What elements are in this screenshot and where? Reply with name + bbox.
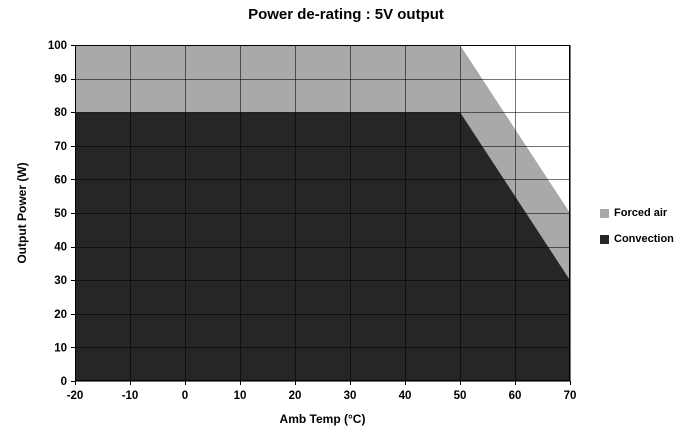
svg-text:70: 70 (54, 141, 67, 153)
legend-swatch-convection-icon (600, 234, 609, 244)
svg-text:100: 100 (48, 40, 67, 52)
svg-text:10: 10 (54, 342, 67, 354)
chart-title: Power de-rating : 5V output (248, 6, 444, 23)
svg-text:30: 30 (344, 390, 357, 402)
svg-text:50: 50 (54, 208, 67, 220)
chart-legend: Forced air Convection (600, 207, 674, 245)
legend-label-forced-air: Forced air (614, 207, 668, 219)
axis-tick-labels: -20 -10 0 10 20 30 40 50 60 70 0 10 20 30 40 50 60 70 80 90… (48, 40, 577, 402)
svg-text:30: 30 (54, 275, 67, 287)
svg-text:10: 10 (234, 390, 247, 402)
svg-text:90: 90 (54, 74, 67, 86)
svg-text:-20: -20 (67, 390, 84, 402)
svg-text:20: 20 (289, 390, 302, 402)
svg-text:70: 70 (564, 390, 577, 402)
svg-text:-10: -10 (122, 390, 139, 402)
legend-item-convection: Convection (600, 233, 674, 245)
legend-label-convection: Convection (614, 233, 674, 245)
svg-text:40: 40 (54, 242, 67, 254)
svg-text:40: 40 (399, 390, 412, 402)
axis-ticks (71, 45, 571, 385)
legend-item-forced-air: Forced air (600, 207, 674, 219)
svg-text:80: 80 (54, 107, 67, 119)
x-axis-title: Amb Temp (°C) (280, 412, 366, 426)
gridlines (75, 45, 571, 382)
svg-text:20: 20 (54, 309, 67, 321)
y-axis-title: Output Power (W) (15, 162, 29, 263)
svg-text:50: 50 (454, 390, 467, 402)
svg-text:0: 0 (182, 390, 188, 402)
legend-swatch-forced-air-icon (600, 208, 609, 218)
svg-text:0: 0 (61, 376, 67, 388)
plot-border (75, 45, 570, 381)
svg-text:60: 60 (509, 390, 522, 402)
svg-text:60: 60 (54, 174, 67, 186)
